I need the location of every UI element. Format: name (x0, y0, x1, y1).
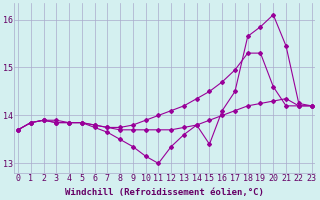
X-axis label: Windchill (Refroidissement éolien,°C): Windchill (Refroidissement éolien,°C) (65, 188, 264, 197)
